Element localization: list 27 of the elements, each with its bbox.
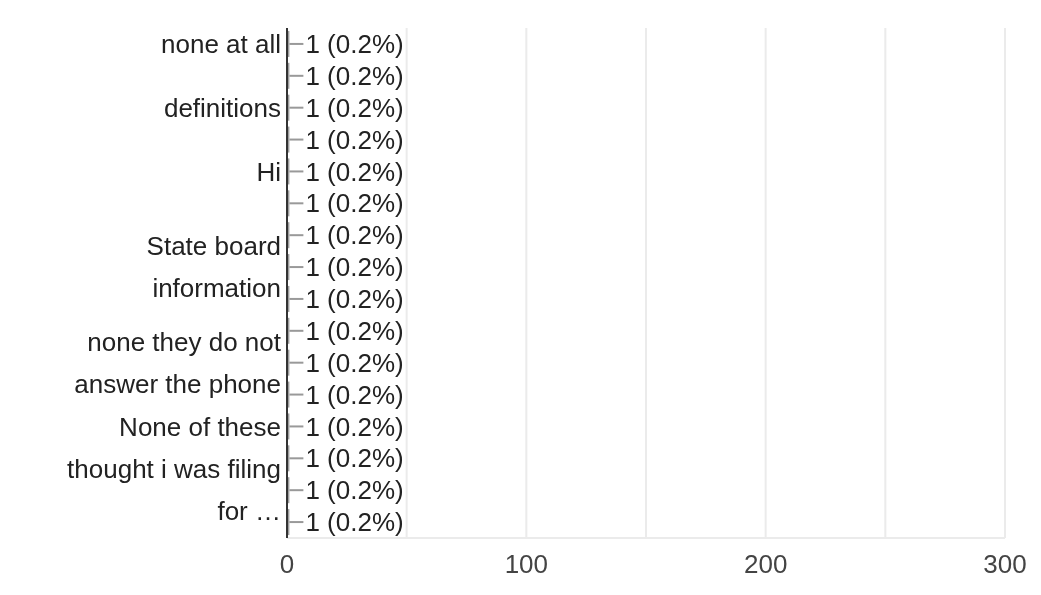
data-label: 1 (0.2%) xyxy=(305,188,404,219)
y-tick-label: None of these xyxy=(119,411,281,442)
y-tick-label: none they do not answer the phone xyxy=(74,326,282,399)
x-tick-label: 200 xyxy=(743,549,788,579)
data-label: 1 (0.2%) xyxy=(305,29,404,60)
data-label: 1 (0.2%) xyxy=(305,124,404,155)
data-label: 1 (0.2%) xyxy=(305,443,404,474)
y-tick-label: State board information xyxy=(146,231,281,304)
y-tick-label: thought i was filing for … xyxy=(67,454,281,527)
y-tick-label: definitions xyxy=(163,92,281,123)
data-label: 1 (0.2%) xyxy=(305,220,404,251)
y-tick-label: none at all xyxy=(161,29,281,60)
data-label: 1 (0.2%) xyxy=(305,284,404,315)
data-label: 1 (0.2%) xyxy=(305,475,404,506)
x-tick-label: 0 xyxy=(279,549,295,579)
data-label: 1 (0.2%) xyxy=(305,156,404,187)
data-label: 1 (0.2%) xyxy=(305,315,404,346)
data-label: 1 (0.2%) xyxy=(305,411,404,442)
data-label: 1 (0.2%) xyxy=(305,347,404,378)
data-label: 1 (0.2%) xyxy=(305,379,404,410)
y-tick-label: Hi xyxy=(256,156,281,187)
data-label: 1 (0.2%) xyxy=(305,92,404,123)
data-label: 1 (0.2%) xyxy=(305,252,404,283)
x-tick-label: 100 xyxy=(504,549,549,579)
x-tick-label: 300 xyxy=(983,549,1027,579)
data-label: 1 (0.2%) xyxy=(305,60,404,91)
data-label: 1 (0.2%) xyxy=(305,507,404,538)
